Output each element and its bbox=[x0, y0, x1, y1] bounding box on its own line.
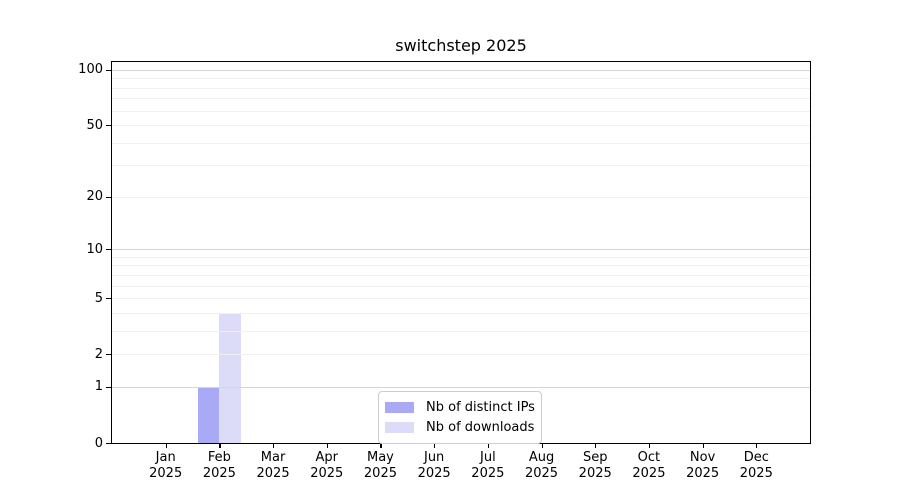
x-tick-year: 2025 bbox=[686, 466, 720, 481]
y-tick-label: 10 bbox=[86, 241, 103, 257]
y-tick-label: 0 bbox=[94, 435, 103, 451]
x-tick-label: Jan 2025 bbox=[134, 450, 198, 482]
x-tick-mark bbox=[756, 443, 758, 448]
y-tick-label: 1 bbox=[94, 379, 103, 395]
x-tick-year: 2025 bbox=[256, 466, 290, 481]
x-tick-month: Jul bbox=[480, 450, 496, 465]
x-tick-mark bbox=[165, 443, 167, 448]
x-tick-label: Aug 2025 bbox=[510, 450, 574, 482]
x-tick-year: 2025 bbox=[310, 466, 344, 481]
x-tick-label: Jul 2025 bbox=[456, 450, 520, 482]
x-tick-month: Feb bbox=[207, 450, 231, 465]
legend-label: Nb of downloads bbox=[426, 419, 535, 435]
gridline-major bbox=[112, 69, 810, 71]
gridline-minor bbox=[112, 298, 810, 300]
plot-area bbox=[111, 61, 811, 444]
x-tick-label: May 2025 bbox=[348, 450, 412, 482]
x-tick-label: Mar 2025 bbox=[241, 450, 305, 482]
y-tick-mark bbox=[106, 298, 112, 300]
y-tick-mark bbox=[106, 249, 112, 251]
x-tick-year: 2025 bbox=[739, 466, 773, 481]
y-tick-label: 20 bbox=[86, 189, 103, 205]
gridline-major bbox=[112, 249, 810, 251]
x-tick-label: Nov 2025 bbox=[671, 450, 735, 482]
bar-downloads bbox=[219, 312, 241, 443]
x-tick-year: 2025 bbox=[363, 466, 397, 481]
gridline-minor bbox=[112, 125, 810, 127]
y-tick-label: 5 bbox=[94, 290, 103, 306]
x-tick-month: Jun bbox=[423, 450, 445, 465]
x-tick-month: Aug bbox=[528, 450, 555, 465]
x-tick-mark bbox=[219, 443, 221, 448]
x-tick-mark bbox=[326, 443, 328, 448]
chart-title: switchstep 2025 bbox=[395, 36, 527, 55]
x-tick-month: Sep bbox=[582, 450, 608, 465]
gridline-minor bbox=[112, 98, 810, 100]
x-tick-year: 2025 bbox=[417, 466, 451, 481]
gridline-minor bbox=[112, 274, 810, 276]
gridline-minor bbox=[112, 256, 810, 258]
x-tick-mark bbox=[541, 443, 543, 448]
x-tick-month: Mar bbox=[260, 450, 286, 465]
x-tick-year: 2025 bbox=[632, 466, 666, 481]
x-tick-mark bbox=[595, 443, 597, 448]
gridline-minor bbox=[112, 265, 810, 267]
x-tick-year: 2025 bbox=[578, 466, 612, 481]
gridline-minor bbox=[112, 110, 810, 112]
y-tick-label: 2 bbox=[94, 346, 103, 362]
legend-row: Nb of downloads bbox=[379, 417, 541, 437]
y-tick-mark bbox=[106, 69, 112, 72]
x-tick-month: Jan bbox=[155, 450, 176, 465]
legend: Nb of distinct IPs Nb of downloads bbox=[378, 391, 542, 444]
x-tick-mark bbox=[273, 443, 275, 448]
gridline-minor bbox=[112, 196, 810, 198]
x-tick-month: Apr bbox=[315, 450, 339, 465]
x-tick-month: May bbox=[367, 450, 394, 465]
x-tick-year: 2025 bbox=[202, 466, 236, 481]
y-tick-mark bbox=[106, 354, 112, 356]
y-tick-mark bbox=[106, 443, 112, 445]
x-tick-label: Feb 2025 bbox=[187, 450, 251, 482]
gridline-minor bbox=[112, 78, 810, 80]
x-tick-mark bbox=[434, 443, 436, 448]
gridline-minor bbox=[112, 312, 810, 314]
gridline-minor bbox=[112, 87, 810, 89]
x-tick-year: 2025 bbox=[471, 466, 505, 481]
gridline-minor bbox=[112, 285, 810, 287]
y-tick-mark bbox=[106, 386, 112, 389]
y-tick-mark bbox=[106, 196, 112, 199]
x-tick-label: Dec 2025 bbox=[724, 450, 788, 482]
gridline-minor bbox=[112, 165, 810, 167]
x-tick-label: Oct 2025 bbox=[617, 450, 681, 482]
x-tick-year: 2025 bbox=[149, 466, 183, 481]
x-tick-year: 2025 bbox=[524, 466, 559, 481]
x-tick-label: Sep 2025 bbox=[563, 450, 627, 482]
gridline-minor bbox=[112, 142, 810, 144]
x-tick-label: Apr 2025 bbox=[295, 450, 359, 482]
bar-distinct-ips bbox=[197, 386, 220, 443]
y-tick-mark bbox=[106, 125, 112, 127]
y-tick-label: 100 bbox=[78, 62, 103, 78]
gridline-minor bbox=[112, 354, 810, 356]
legend-row: Nb of distinct IPs bbox=[379, 397, 541, 417]
legend-swatch bbox=[385, 401, 414, 413]
x-tick-mark bbox=[380, 443, 382, 448]
x-tick-month: Dec bbox=[743, 450, 769, 465]
x-tick-label: Jun 2025 bbox=[402, 450, 466, 482]
y-tick-label: 50 bbox=[86, 117, 103, 133]
x-tick-mark bbox=[648, 443, 651, 448]
gridline-minor bbox=[112, 330, 810, 332]
x-tick-month: Oct bbox=[637, 450, 661, 465]
legend-swatch bbox=[385, 421, 414, 433]
x-tick-month: Nov bbox=[689, 450, 716, 465]
x-tick-mark bbox=[702, 443, 704, 448]
x-tick-mark bbox=[487, 443, 490, 448]
legend-label: Nb of distinct IPs bbox=[426, 399, 535, 415]
